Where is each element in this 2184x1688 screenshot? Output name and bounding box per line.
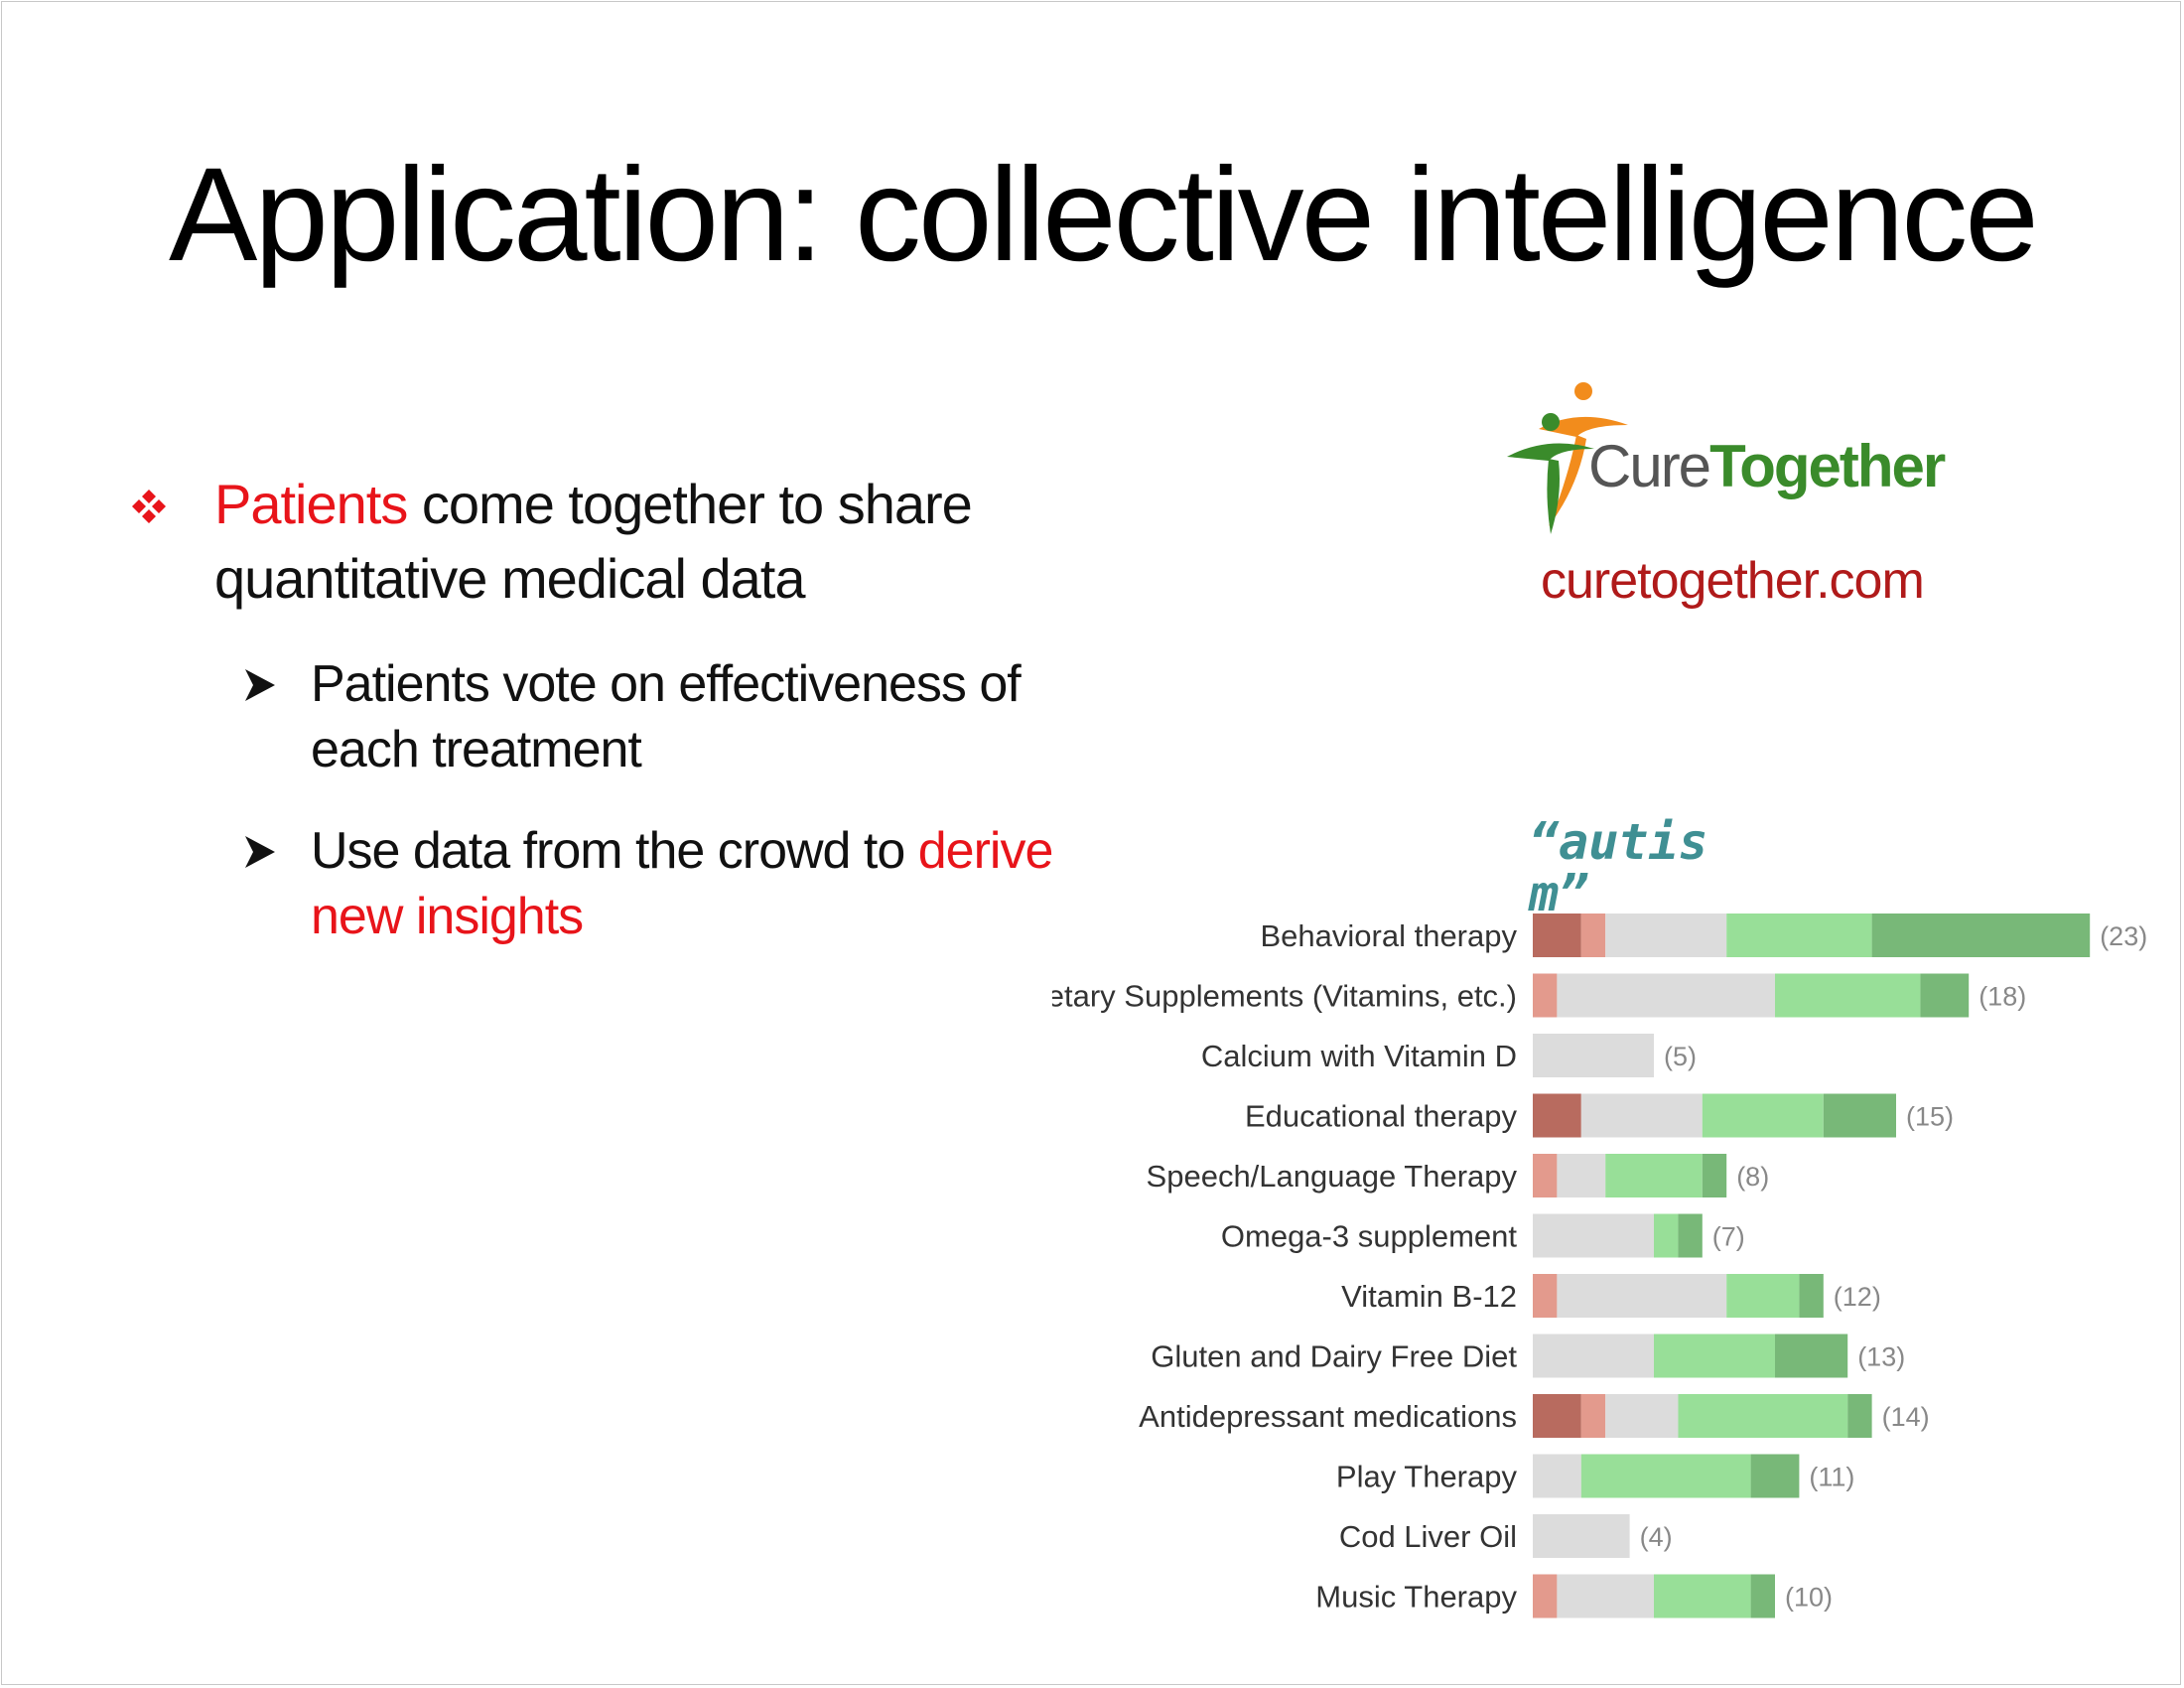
bar-segment-light-green: [1654, 1574, 1751, 1618]
bar-segment-dark-green: [1871, 914, 2091, 957]
slide-title: Application: collective intelligence: [169, 141, 2039, 289]
category-label: Cod Liver Oil: [1339, 1519, 1517, 1554]
category-label: Play Therapy: [1336, 1460, 1518, 1494]
count-label: (7): [1712, 1222, 1745, 1252]
count-label: (11): [1809, 1463, 1854, 1492]
bar-segment-gray: [1533, 1454, 1581, 1498]
bar-segment-gray: [1557, 1274, 1727, 1318]
logo-wordmark-cure: Cure: [1588, 433, 1711, 499]
bar-segment-light-green: [1580, 1454, 1751, 1498]
bar-segment-gray: [1533, 1034, 1654, 1077]
bar-segment-gray: [1557, 1154, 1606, 1197]
bullet-sub-2-highlight: derive new insights: [311, 822, 1053, 945]
count-label: (15): [1906, 1102, 1954, 1132]
chart-row: Vitamin B-12 (12): [1341, 1274, 1881, 1318]
bullet-sub-1-text: Patients vote on effectiveness of each t…: [311, 655, 1022, 778]
chart-row: Gluten and Dairy Free Diet (13): [1151, 1334, 1905, 1378]
bullet-sub-2-text: Use data from the crowd to: [311, 822, 918, 880]
bar-segment-dark-green: [1750, 1454, 1800, 1498]
bar-segment-gray: [1557, 1574, 1654, 1618]
count-label: (4): [1640, 1522, 1673, 1552]
category-label: Educational therapy: [1245, 1099, 1518, 1134]
bar-segment-gray: [1533, 1213, 1654, 1258]
bullet-sub-1: Patients vote on effectiveness of each t…: [243, 651, 1102, 782]
bar-segment-dark-red: [1533, 1093, 1581, 1138]
count-label: (8): [1736, 1162, 1769, 1192]
diamond-bullet-icon: [132, 490, 166, 523]
arrow-bullet-icon: [245, 669, 275, 701]
curetogether-logo-icon: [1507, 382, 1628, 534]
chart-row: Calcium with Vitamin D (5): [1201, 1034, 1697, 1077]
bar-segment-gray: [1557, 973, 1775, 1018]
bar-segment-dark-green: [1847, 1394, 1872, 1438]
chart-row: Omega-3 supplement (7): [1221, 1213, 1745, 1258]
count-label: (23): [2100, 921, 2147, 951]
bar-segment-light-red: [1580, 1394, 1606, 1438]
chart-row: Music Therapy (10): [1315, 1574, 1833, 1618]
count-label: (10): [1785, 1583, 1833, 1613]
bar-segment-gray: [1533, 1334, 1654, 1378]
bar-segment-light-green: [1775, 973, 1921, 1018]
category-label: Dietary Supplements (Vitamins, etc.): [1052, 979, 1517, 1014]
category-label: Calcium with Vitamin D: [1201, 1039, 1517, 1073]
bar-segment-light-green: [1654, 1213, 1679, 1258]
bar-segment-gray: [1605, 1394, 1679, 1438]
treatment-chart: Behavioral therapy (23) Dietary Supplement…: [1052, 904, 2184, 1638]
bar-segment-light-green: [1726, 914, 1872, 957]
count-label: (5): [1664, 1042, 1697, 1071]
bar-segment-light-red: [1533, 1574, 1558, 1618]
treatment-chart-svg: Behavioral therapy (23) Dietary Supplement…: [1052, 914, 2147, 1618]
category-label: Antidepressant medications: [1139, 1399, 1517, 1434]
bar-segment-dark-green: [1750, 1574, 1775, 1618]
count-label: (14): [1882, 1402, 1930, 1432]
query-label: “autism”: [1529, 813, 1708, 922]
bar-segment-gray: [1580, 1093, 1703, 1138]
logo-wordmark: CureTogether: [1588, 432, 1946, 500]
bullet-main-text: come together to share quantitative medi…: [214, 473, 973, 610]
bullet-main-highlight: Patients: [214, 473, 408, 535]
bar-segment-dark-green: [1799, 1274, 1824, 1318]
bar-segment-dark-green: [1920, 973, 1970, 1018]
bar-segment-light-red: [1580, 914, 1606, 957]
chart-row: Cod Liver Oil (4): [1339, 1514, 1673, 1558]
chart-row: Play Therapy (11): [1336, 1454, 1854, 1498]
bar-segment-light-green: [1702, 1093, 1824, 1138]
chart-row: Speech/Language Therapy (8): [1147, 1154, 1769, 1197]
bar-segment-dark-green: [1823, 1093, 1896, 1138]
bar-segment-dark-green: [1775, 1334, 1848, 1378]
bar-segment-light-red: [1533, 1274, 1558, 1318]
category-label: Vitamin B-12: [1341, 1279, 1517, 1314]
bar-segment-light-red: [1533, 973, 1558, 1018]
bar-segment-dark-green: [1702, 1154, 1727, 1197]
site-link[interactable]: curetogether.com: [1541, 552, 1925, 610]
bar-segment-light-green: [1678, 1394, 1848, 1438]
bar-segment-dark-red: [1533, 914, 1581, 957]
bar-segment-gray: [1605, 914, 1727, 957]
bar-segment-light-red: [1533, 1154, 1558, 1197]
count-label: (13): [1857, 1342, 1905, 1372]
bullet-main: Patients come together to share quantita…: [129, 467, 1102, 616]
category-label: Music Therapy: [1315, 1580, 1517, 1615]
bullet-sub-2: Use data from the crowd to derive new in…: [243, 818, 1102, 949]
bullet-list: Patients come together to share quantita…: [129, 467, 1102, 949]
chart-row: Behavioral therapy (23): [1261, 914, 2147, 957]
bar-segment-light-green: [1605, 1154, 1703, 1197]
arrow-bullet-icon: [245, 836, 275, 868]
bar-segment-light-green: [1654, 1334, 1775, 1378]
bar-segment-gray: [1533, 1514, 1630, 1558]
chart-row: Dietary Supplements (Vitamins, etc.) (18): [1052, 973, 2026, 1018]
category-label: Speech/Language Therapy: [1147, 1159, 1518, 1194]
logo-wordmark-together: Together: [1709, 433, 1946, 499]
bar-segment-light-green: [1726, 1274, 1800, 1318]
count-label: (18): [1979, 982, 2026, 1012]
chart-row: Educational therapy (15): [1245, 1093, 1954, 1138]
category-label: Behavioral therapy: [1261, 918, 1518, 953]
category-label: Gluten and Dairy Free Diet: [1151, 1339, 1517, 1374]
count-label: (12): [1834, 1282, 1881, 1312]
bar-segment-dark-green: [1678, 1213, 1703, 1258]
category-label: Omega-3 supplement: [1221, 1219, 1517, 1254]
bar-segment-dark-red: [1533, 1394, 1581, 1438]
chart-row: Antidepressant medications (14): [1139, 1394, 1930, 1438]
